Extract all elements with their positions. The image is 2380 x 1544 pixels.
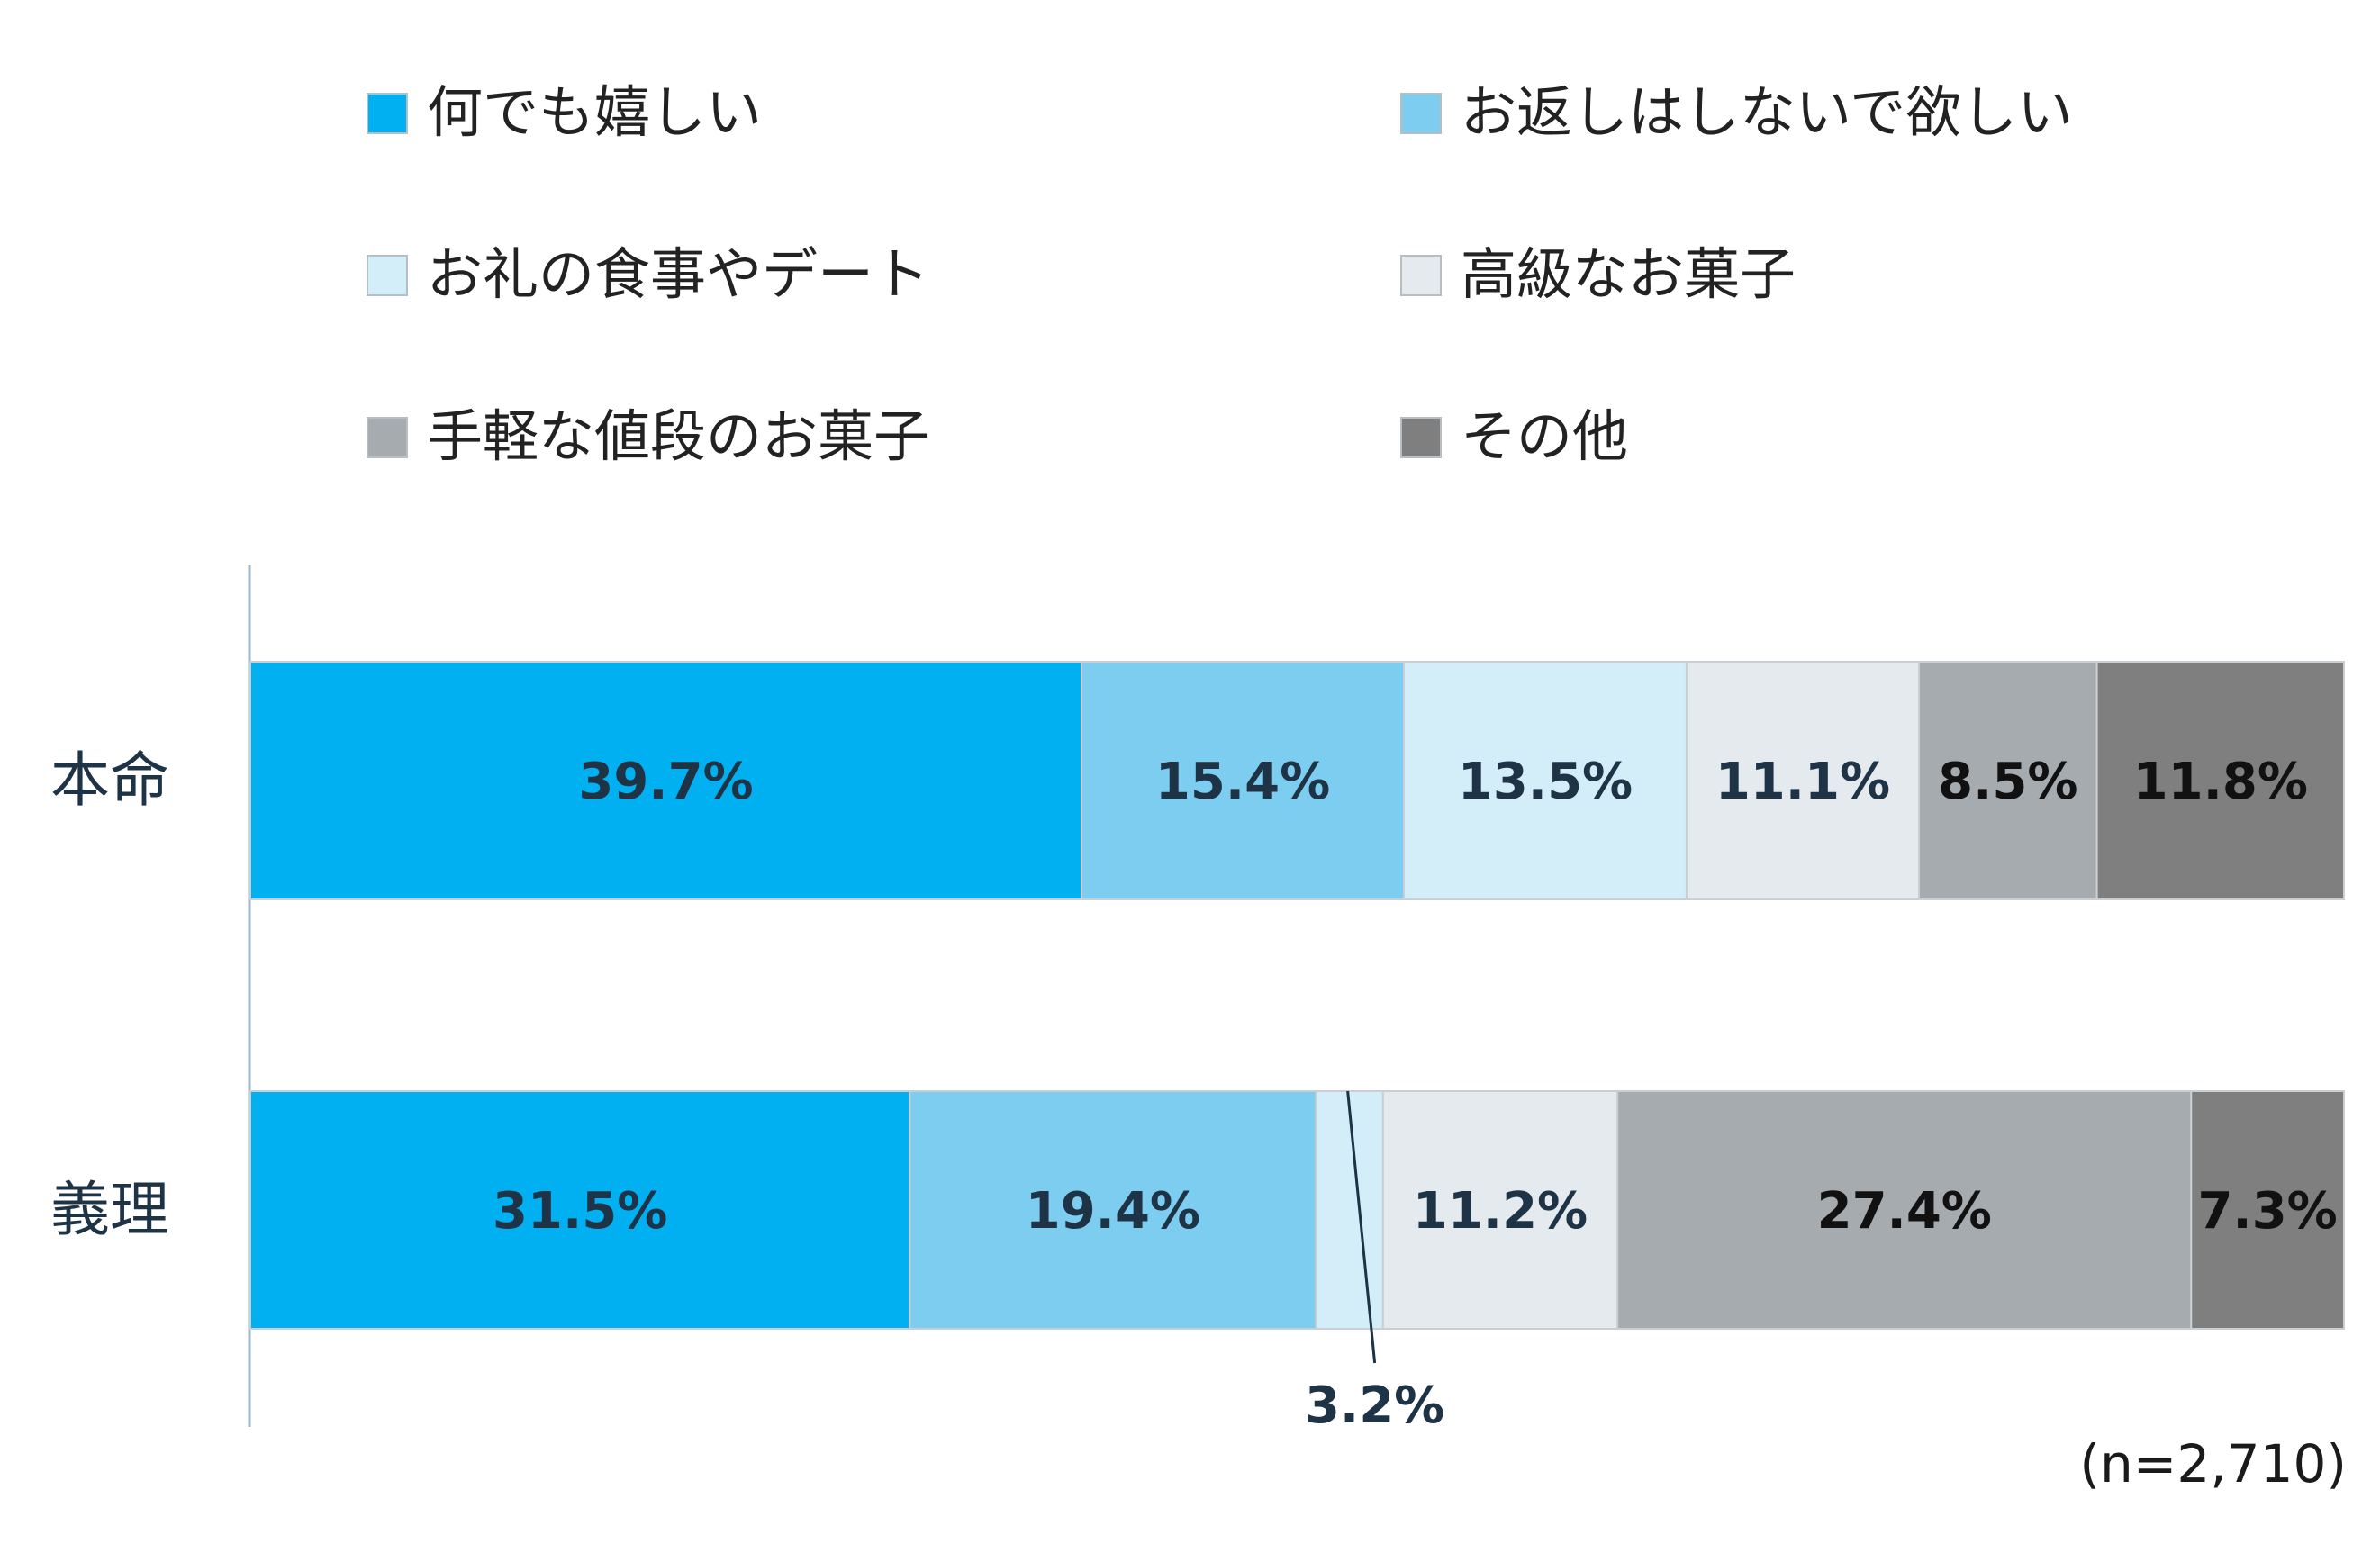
value-label: 8.5% [1938, 753, 2077, 811]
legend-label: 手軽な値段のお菓子 [427, 403, 929, 469]
bar-segments [249, 661, 2345, 1330]
legend-label: お返しはしないで欲しい [1461, 79, 2073, 145]
category-label: 義理 [50, 1175, 169, 1244]
value-label: 13.5% [1458, 753, 1633, 811]
value-labels: 39.7% 15.4% 13.5% 11.1% 8.5% 11.8% 31.5% 19.4% 3… [493, 753, 2338, 1435]
value-label: 19.4% [1026, 1182, 1200, 1241]
bar-segment [2190, 1090, 2345, 1330]
value-label: 3.2% [1305, 1377, 1444, 1435]
callout-line [1346, 1090, 1377, 1364]
bar-segment [249, 661, 1083, 900]
bar-segment [1315, 1090, 1384, 1330]
legend-swatch [367, 255, 408, 296]
legend-label: 何でも嬉しい [427, 79, 762, 145]
sample-size-note: (n=2,710) [2079, 1433, 2347, 1494]
legend-label: 高級なお菓子 [1461, 241, 1796, 307]
value-label: 7.3% [2197, 1182, 2337, 1241]
legend-label: お礼の食事やデート [427, 241, 929, 307]
legend-swatch [1400, 93, 1442, 134]
value-label: 39.7% [578, 753, 753, 811]
value-label: 15.4% [1155, 753, 1330, 811]
bar-segment [1403, 661, 1688, 900]
category-label: 本命 [50, 745, 169, 815]
value-label: 31.5% [493, 1182, 667, 1241]
value-label: 11.1% [1715, 753, 1890, 811]
legend-swatch [1400, 417, 1442, 458]
bar-segment [1381, 1090, 1619, 1330]
value-label: 11.8% [2133, 753, 2308, 811]
legend-swatch [1400, 255, 1442, 296]
bar-segment [1081, 661, 1406, 900]
bar-segment [909, 1090, 1317, 1330]
legend-label: その他 [1461, 403, 1628, 469]
value-label: 11.2% [1413, 1182, 1588, 1241]
value-label: 27.4% [1817, 1182, 1992, 1241]
bar-segment [2095, 661, 2345, 900]
bar-segment [1616, 1090, 2193, 1330]
legend-swatch [367, 93, 408, 134]
legend-swatch [367, 417, 408, 458]
